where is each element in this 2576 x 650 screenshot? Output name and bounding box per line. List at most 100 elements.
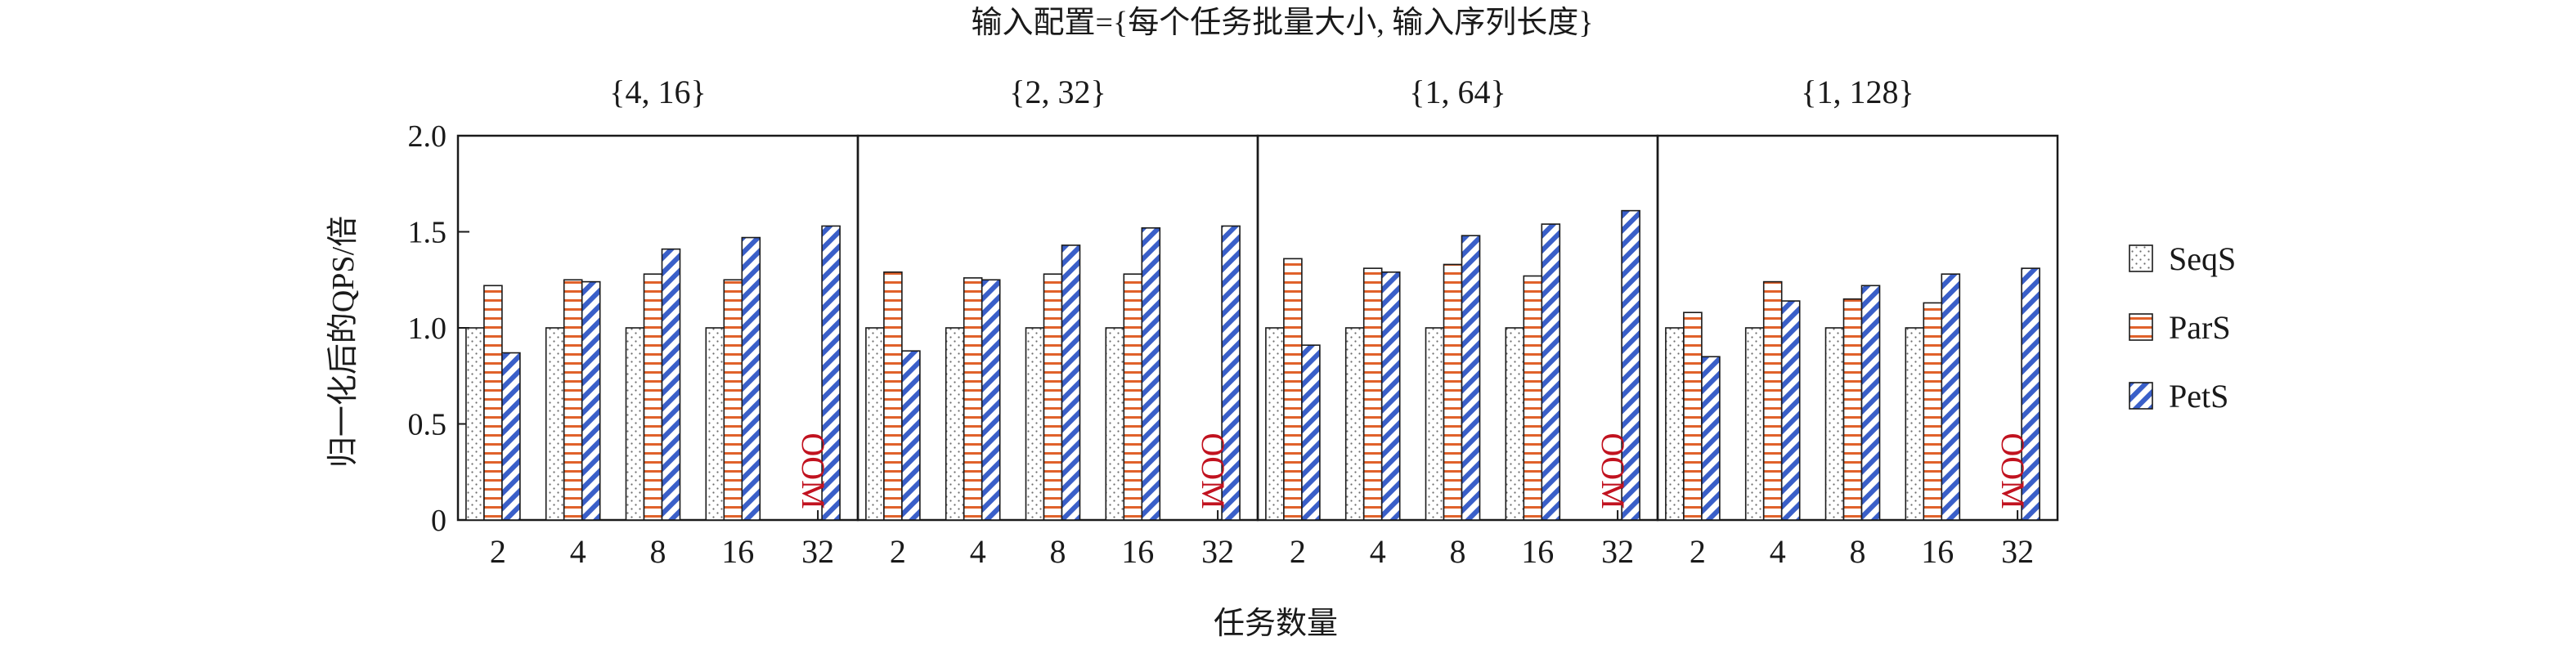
oom-label: OOM: [795, 433, 832, 509]
bar-seqs: [1265, 327, 1285, 521]
x-tick-label: 32: [801, 533, 834, 570]
bar-pars: [963, 277, 983, 521]
bar-pets: [1941, 273, 1961, 521]
bar-pars: [1842, 298, 1863, 521]
oom-label: OOM: [1595, 433, 1631, 509]
oom-label: OOM: [1195, 433, 1232, 509]
bar-pars: [643, 273, 663, 521]
bar-pets: [581, 280, 601, 521]
y-axis-label: 归一化后的QPS/倍: [326, 216, 361, 468]
x-tick-label: 8: [650, 533, 666, 570]
bar-pets: [1780, 300, 1801, 521]
chart-title: 输入配置={每个任务批量大小, 输入序列长度}: [972, 6, 1594, 40]
bar-pets: [2021, 267, 2040, 521]
bar-pets: [1701, 356, 1721, 521]
bar-seqs: [1025, 327, 1045, 521]
x-tick-label: 2: [1290, 533, 1306, 570]
x-tick-label: 16: [721, 533, 754, 570]
y-tick-label: 1.5: [408, 216, 447, 250]
y-tick-label: 1.0: [408, 312, 447, 346]
y-axis: 0 0.5 1.0 1.5 2.0: [408, 119, 469, 538]
bar-pets: [1301, 344, 1321, 521]
bar-seqs: [865, 327, 885, 521]
bar-seqs: [1505, 327, 1525, 521]
bar-seqs: [1824, 327, 1845, 521]
x-tick-label: 16: [1921, 533, 1954, 570]
bar-pars: [483, 285, 503, 521]
legend-label: ParS: [2169, 309, 2231, 346]
x-tick-label: 2: [490, 533, 506, 570]
x-tick-label: 8: [1850, 533, 1866, 570]
bar-pets: [1541, 223, 1561, 521]
panel: {4, 16} 2 4 8 16 32 OOM: [456, 74, 859, 570]
bar-pets: [501, 352, 521, 521]
bar-pars: [1523, 275, 1543, 521]
bar-seqs: [705, 327, 725, 521]
bar-seqs: [1105, 327, 1125, 521]
bar-pets: [1621, 209, 1640, 521]
panel: {2, 32} 2 4 8 16 32 OOM: [856, 74, 1259, 570]
legend-label: PetS: [2169, 378, 2228, 415]
panel-label: {1, 128}: [1801, 74, 1914, 110]
bar-seqs: [1665, 327, 1685, 521]
bar-pars: [1762, 280, 1783, 521]
x-tick-label: 2: [1690, 533, 1706, 570]
oom-label: OOM: [1995, 433, 2031, 509]
x-tick-label: 2: [890, 533, 906, 570]
panel: {1, 128} 2 4 8 16 32 OOM: [1656, 74, 2059, 570]
bar-pars: [1923, 302, 1943, 521]
x-axis-label: 任务数量: [1214, 607, 1338, 641]
x-tick-label: 16: [1121, 533, 1154, 570]
bar-pets: [821, 225, 841, 521]
x-tick-label: 32: [2001, 533, 2034, 570]
legend-label: SeqS: [2169, 240, 2236, 277]
x-tick-label: 16: [1521, 533, 1554, 570]
x-tick-label: 8: [1050, 533, 1066, 570]
legend-swatch-seqs: [2129, 244, 2153, 272]
bar-seqs: [1425, 327, 1445, 521]
bar-pars: [563, 279, 583, 521]
legend-swatch-pars: [2129, 313, 2153, 341]
bar-seqs: [545, 327, 565, 521]
bar-seqs: [945, 327, 965, 521]
bar-seqs: [1744, 327, 1765, 521]
x-tick-label: 4: [1770, 533, 1786, 570]
bar-seqs: [1344, 327, 1365, 521]
x-tick-label: 4: [570, 533, 586, 570]
bar-pars: [1362, 267, 1383, 521]
panel-label: {2, 32}: [1009, 74, 1106, 110]
y-tick-label: 0: [431, 504, 447, 538]
bar-pets: [1461, 235, 1481, 521]
bar-pars: [1043, 273, 1063, 521]
panel: {1, 64} 2 4 8 16 32 OOM: [1256, 74, 1659, 570]
bar-pets: [1061, 244, 1081, 521]
bar-seqs: [625, 327, 645, 521]
y-tick-label: 2.0: [408, 119, 447, 154]
x-tick-label: 32: [1201, 533, 1234, 570]
x-tick-label: 32: [1601, 533, 1634, 570]
bar-pets: [741, 236, 761, 521]
bar-pets: [1860, 285, 1881, 521]
panel-label: {4, 16}: [609, 74, 706, 110]
bar-pars: [1123, 273, 1143, 521]
bar-pets: [1141, 226, 1161, 521]
y-tick-label: 0.5: [408, 408, 447, 442]
bar-pars: [1683, 312, 1703, 521]
bar-seqs: [1905, 327, 1925, 521]
bar-pars: [723, 279, 743, 521]
legend-swatch-pets: [2129, 382, 2153, 410]
x-tick-label: 4: [970, 533, 986, 570]
x-tick-label: 8: [1450, 533, 1466, 570]
bar-pets: [901, 350, 921, 521]
chart-legend: SeqS ParS PetS: [2129, 240, 2236, 415]
x-tick-label: 4: [1370, 533, 1386, 570]
bar-pars: [1283, 258, 1303, 521]
panel-label: {1, 64}: [1409, 74, 1506, 110]
bar-pets: [1221, 225, 1241, 521]
bar-pets: [661, 248, 681, 521]
bar-seqs: [465, 327, 485, 521]
bar-pets: [1380, 271, 1401, 521]
